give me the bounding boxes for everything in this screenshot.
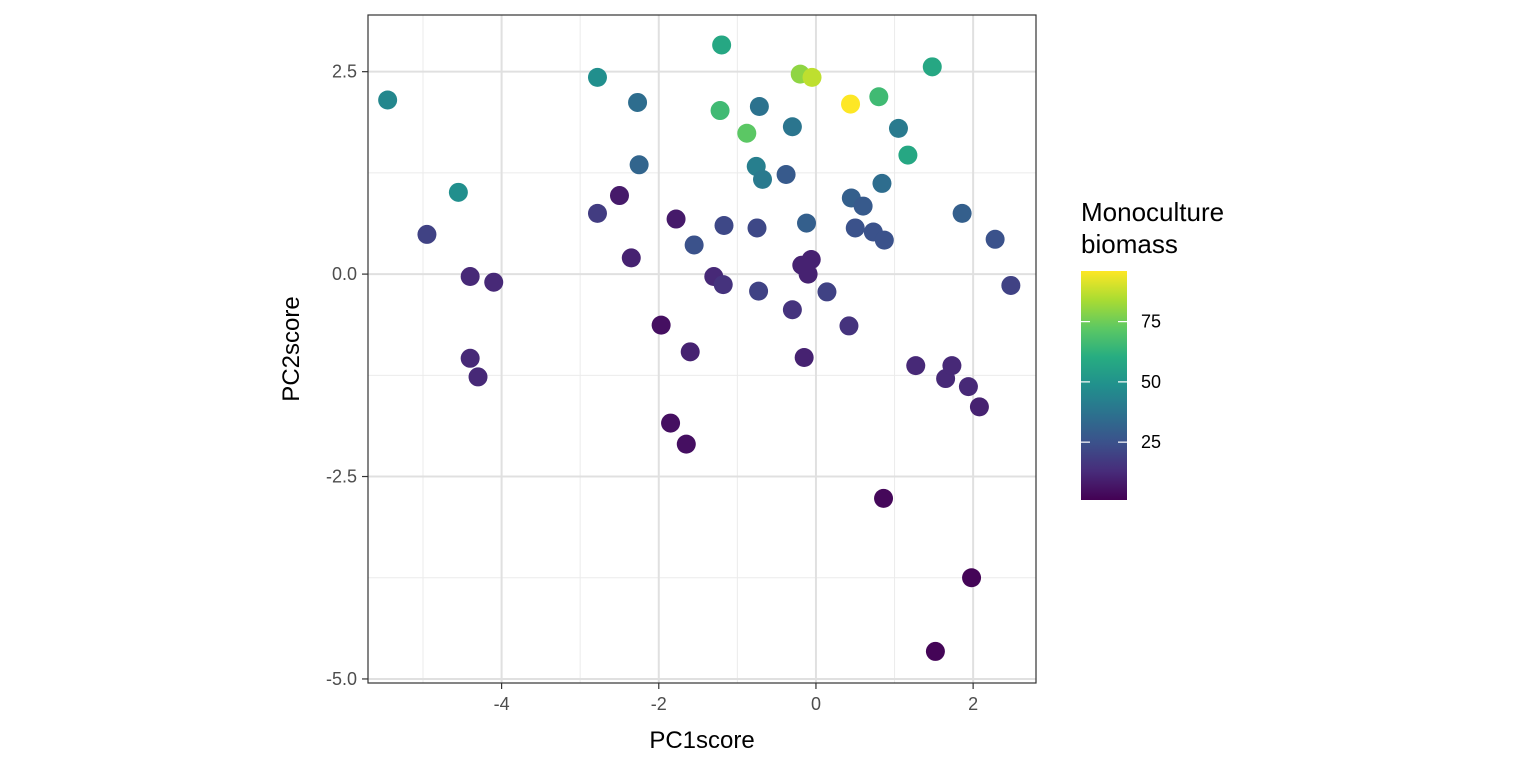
y-tick-label: -2.5 xyxy=(326,467,357,487)
data-point xyxy=(1001,275,1021,295)
data-point xyxy=(925,641,945,661)
data-point xyxy=(747,218,767,238)
y-axis: 2.5 0.0 -2.5 -5.0 xyxy=(326,62,368,689)
data-point xyxy=(417,224,437,244)
data-point xyxy=(906,356,926,376)
data-point xyxy=(484,272,504,292)
colorbar-tick-label: 50 xyxy=(1141,372,1161,392)
data-point xyxy=(621,248,641,268)
data-point xyxy=(874,230,894,250)
data-point xyxy=(666,209,686,229)
data-point xyxy=(587,67,607,87)
data-point xyxy=(853,196,873,216)
data-point xyxy=(969,397,989,417)
data-point xyxy=(661,413,681,433)
data-point xyxy=(749,96,769,116)
data-point xyxy=(898,145,918,165)
data-point xyxy=(958,377,978,397)
data-point xyxy=(874,488,894,508)
data-point xyxy=(710,101,730,121)
data-point xyxy=(782,117,802,137)
data-point xyxy=(609,186,629,206)
data-point xyxy=(782,300,802,320)
data-point xyxy=(794,348,814,368)
data-point xyxy=(712,35,732,55)
data-point xyxy=(817,282,837,302)
x-axis-title: PC1score xyxy=(649,727,754,754)
color-legend: Monoculture biomass 25 50 75 xyxy=(1081,197,1224,500)
x-tick-label: 2 xyxy=(968,694,978,714)
data-point xyxy=(922,57,942,77)
data-point xyxy=(753,169,773,189)
data-point xyxy=(985,229,1005,249)
data-point xyxy=(802,67,822,87)
panel-border xyxy=(367,14,1037,684)
colorbar-tick-label: 75 xyxy=(1141,312,1161,332)
y-tick-label: 0.0 xyxy=(332,264,357,284)
legend-title-line2: biomass xyxy=(1081,229,1178,259)
plot-panel xyxy=(367,14,1037,684)
x-axis: -4 -2 0 2 xyxy=(494,683,978,714)
data-point xyxy=(448,182,468,202)
data-point xyxy=(952,203,972,223)
data-point xyxy=(869,87,889,107)
data-point xyxy=(629,155,649,175)
x-tick-label: 0 xyxy=(811,694,821,714)
data-point xyxy=(888,118,908,138)
data-point xyxy=(714,216,734,236)
data-point xyxy=(801,250,821,270)
data-points xyxy=(378,35,1021,661)
data-point xyxy=(797,213,817,233)
data-point xyxy=(680,342,700,362)
y-axis-title: PC2score xyxy=(278,296,305,401)
y-tick-label: 2.5 xyxy=(332,62,357,82)
data-point xyxy=(872,173,892,193)
data-point xyxy=(942,356,962,376)
x-tick-label: -2 xyxy=(651,694,667,714)
legend-title-line1: Monoculture xyxy=(1081,197,1224,227)
panel-background xyxy=(368,15,1036,683)
colorbar-tick-label: 25 xyxy=(1141,432,1161,452)
y-tick-label: -5.0 xyxy=(326,669,357,689)
data-point xyxy=(776,165,796,185)
data-point xyxy=(713,275,733,295)
data-point xyxy=(468,367,488,387)
data-point xyxy=(676,434,696,454)
colorbar-ticks: 25 50 75 xyxy=(1081,312,1161,452)
data-point xyxy=(798,264,818,284)
data-point xyxy=(841,94,861,114)
colorbar xyxy=(1081,271,1127,500)
data-point xyxy=(460,267,480,287)
data-point xyxy=(839,316,859,336)
data-point xyxy=(460,348,480,368)
data-point xyxy=(587,203,607,223)
data-point xyxy=(845,218,865,238)
data-point xyxy=(749,281,769,301)
data-point xyxy=(684,235,704,255)
x-tick-label: -4 xyxy=(494,694,510,714)
data-point xyxy=(737,123,757,143)
data-point xyxy=(651,315,671,335)
data-point xyxy=(378,90,398,110)
data-point xyxy=(628,92,648,112)
data-point xyxy=(962,568,982,588)
